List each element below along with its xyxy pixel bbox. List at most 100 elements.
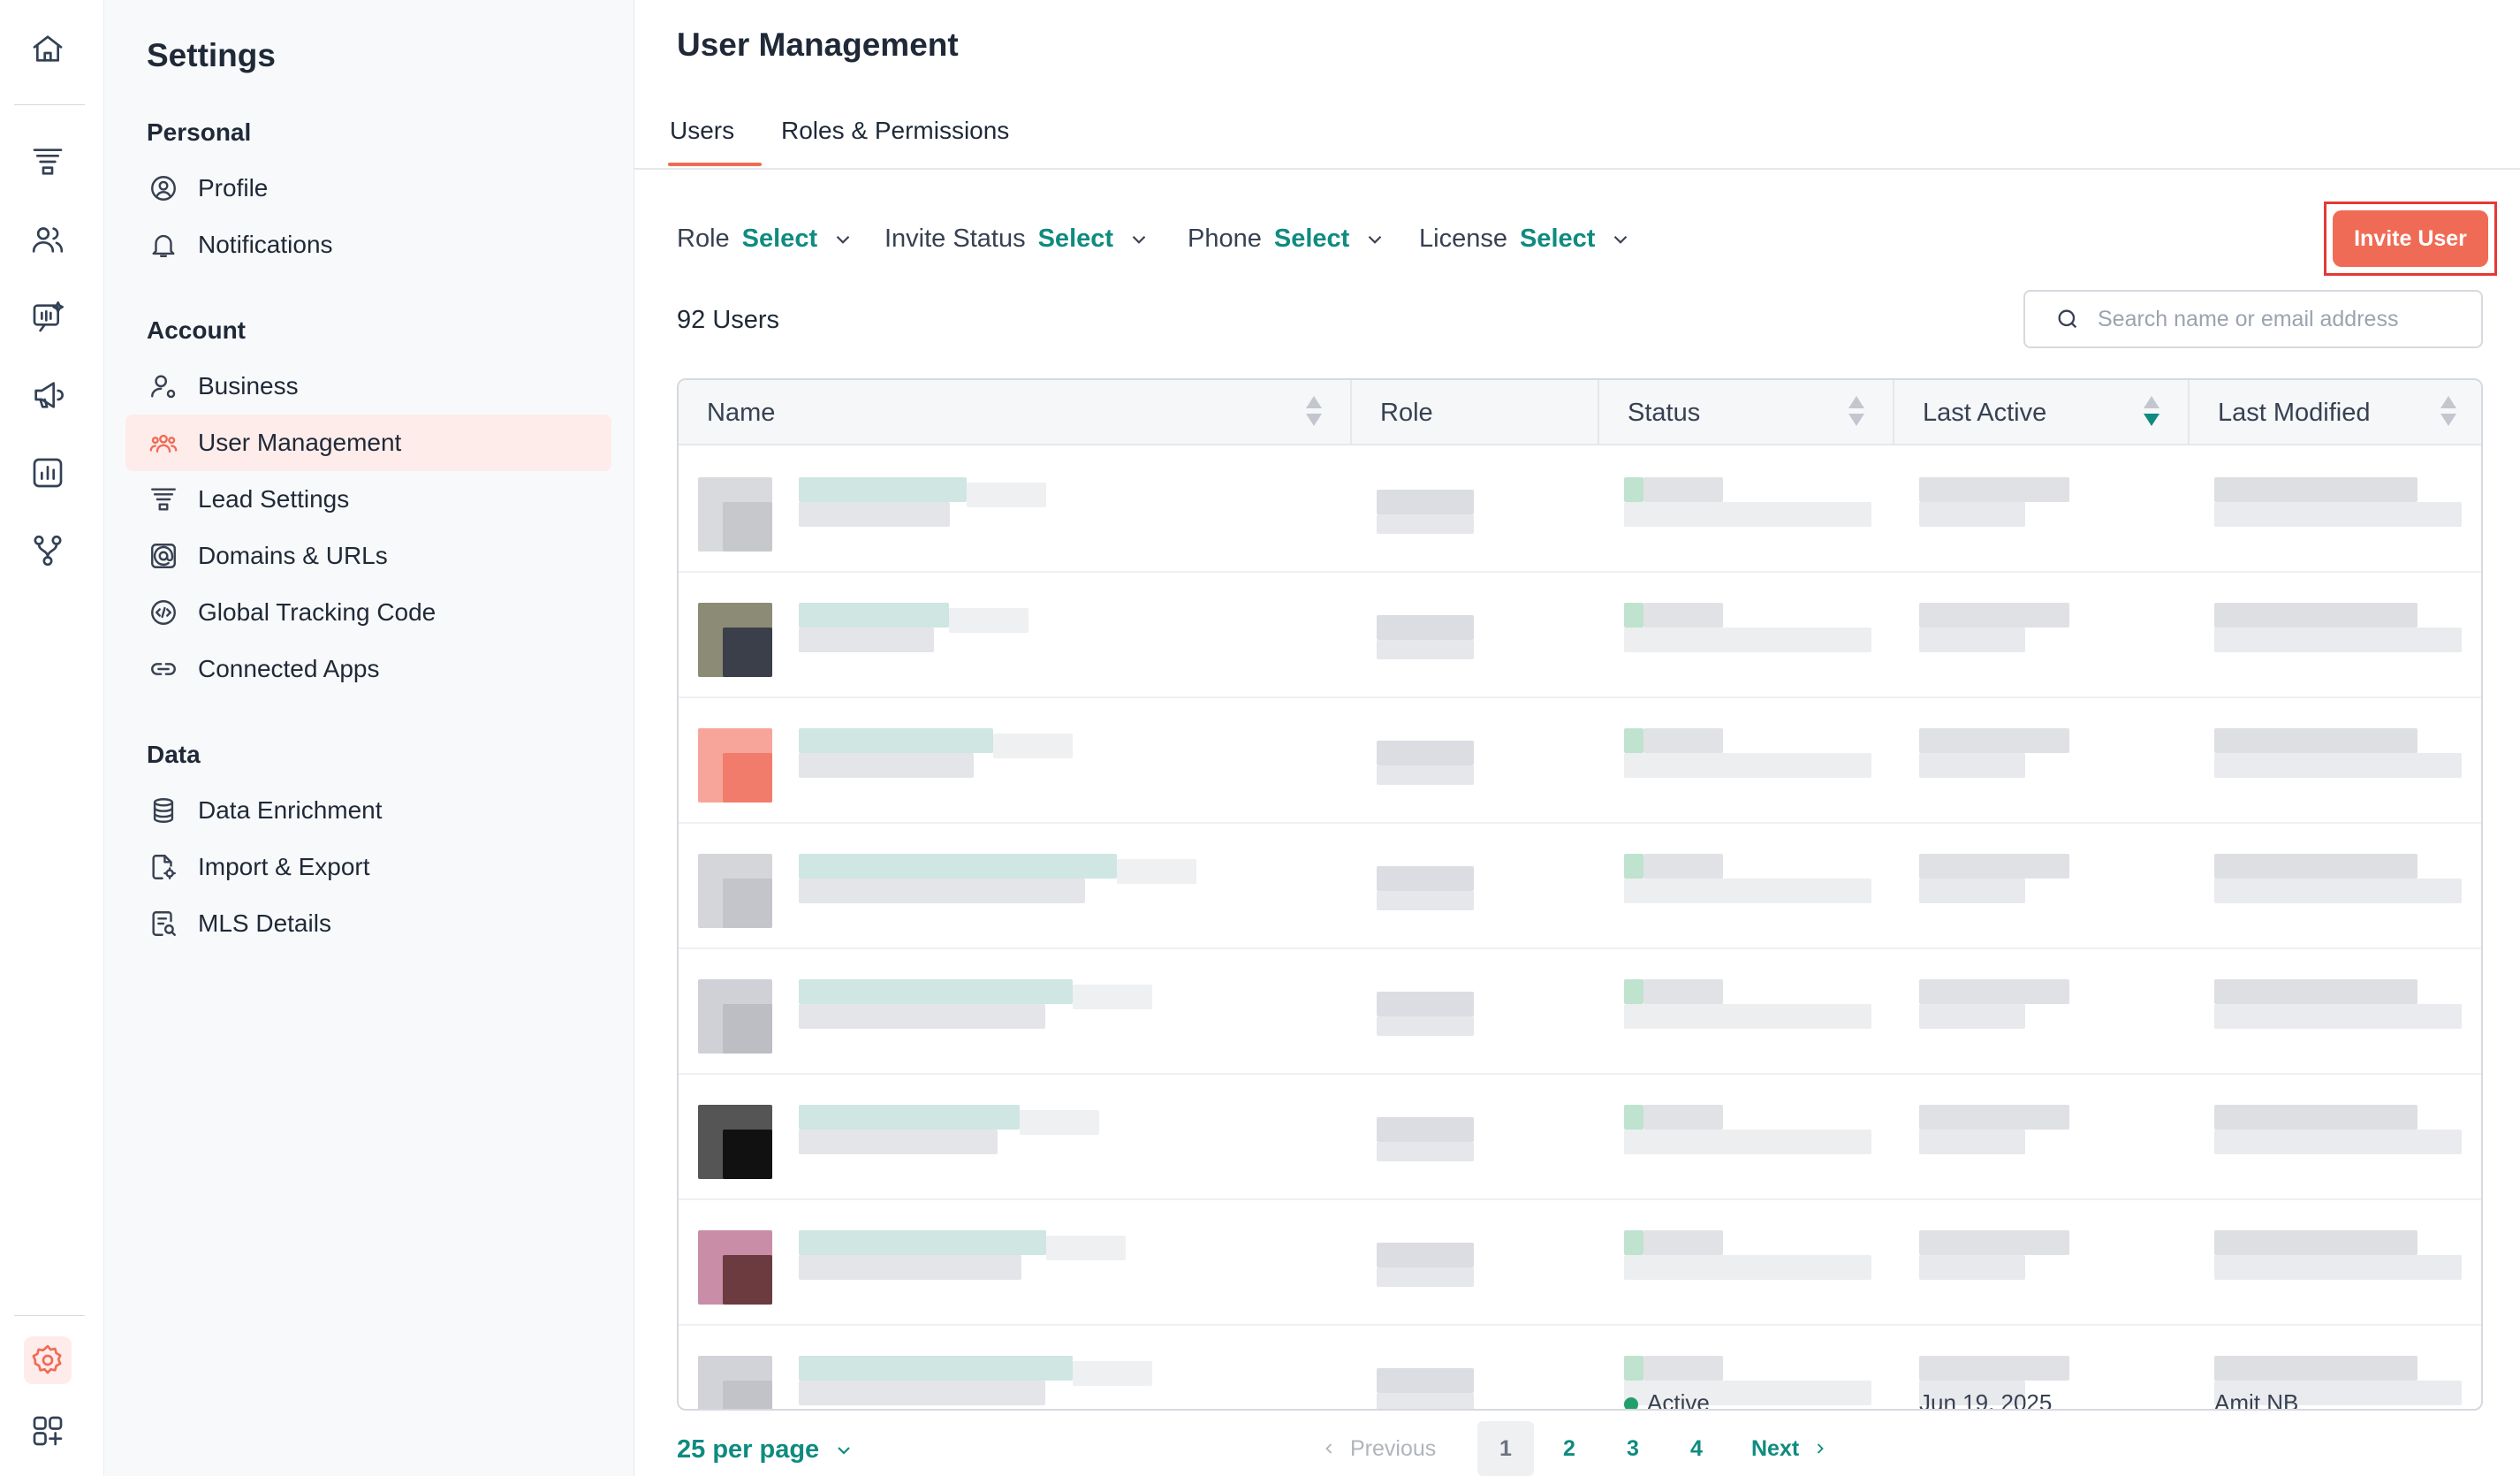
partial-last-active: Jun 19, 2025 (1919, 1389, 2053, 1411)
apps-icon[interactable] (24, 1407, 72, 1455)
role-redacted (1377, 741, 1474, 765)
search-box[interactable] (2023, 290, 2483, 348)
next-label: Next (1751, 1435, 1800, 1461)
table-row[interactable] (679, 1326, 2481, 1409)
section-label-account: Account (147, 316, 246, 344)
page-2-button[interactable]: 2 (1563, 1435, 1575, 1461)
sidebar-item-profile[interactable]: Profile (125, 160, 611, 217)
table-header: Name Role Status Last Active Last Modifi… (679, 380, 2481, 445)
user-name-redacted (799, 854, 1117, 879)
sidebar-item-notifications[interactable]: Notifications (125, 217, 611, 273)
link-icon (151, 663, 176, 675)
tab-roles-permissions[interactable]: Roles & Permissions (781, 117, 1010, 144)
user-name-redacted (799, 477, 967, 502)
sidebar-item-business[interactable]: Business (125, 358, 611, 415)
last-modified-redacted (2214, 854, 2418, 879)
filter-invite-status[interactable]: Invite Status Select (884, 224, 1150, 254)
invite-button-highlight (2324, 202, 2497, 276)
section-label-data: Data (147, 741, 201, 768)
table-row[interactable] (679, 1075, 2481, 1200)
settings-icon[interactable] (24, 1336, 72, 1384)
column-header-name[interactable]: Name (679, 380, 1350, 445)
next-page-button[interactable]: Next (1751, 1421, 1829, 1476)
table-row[interactable] (679, 573, 2481, 698)
workflow-icon[interactable] (24, 527, 72, 574)
rail-divider (14, 104, 85, 105)
filter-label: Invite Status (884, 224, 1026, 253)
invite-user-button[interactable]: Invite User (2333, 210, 2488, 267)
role-redacted (1377, 866, 1474, 891)
last-active-redacted (1919, 603, 2069, 628)
sidebar-item-global-tracking-code[interactable]: Global Tracking Code (125, 584, 611, 641)
chevron-down-icon (836, 235, 850, 244)
megaphone-icon[interactable] (24, 371, 72, 419)
chart-icon[interactable] (24, 449, 72, 497)
code-icon (151, 600, 176, 625)
sort-icon[interactable] (2440, 396, 2456, 430)
table-row[interactable] (679, 1200, 2481, 1326)
filter-label: License (1419, 224, 1507, 253)
role-redacted (1377, 992, 1474, 1016)
search-input[interactable] (2098, 306, 2469, 332)
sidebar-item-connected-apps[interactable]: Connected Apps (125, 641, 611, 697)
filter-value: Select (1037, 224, 1114, 253)
role-redacted (1377, 615, 1474, 640)
column-header-role: Role (1350, 380, 1598, 445)
filter-license[interactable]: License Select (1419, 224, 1632, 254)
tab-bar: Users Roles & Permissions (634, 106, 2520, 170)
last-active-redacted (1919, 477, 2069, 502)
sidebar-item-data-enrichment[interactable]: Data Enrichment (125, 782, 611, 839)
sidebar-item-label: Global Tracking Code (198, 598, 436, 626)
sort-desc-icon[interactable] (2144, 396, 2159, 430)
column-header-label: Last Active (1923, 398, 2047, 427)
column-header-last-active[interactable]: Last Active (1893, 380, 2188, 445)
last-modified-redacted (2214, 477, 2418, 502)
sidebar-item-lead-settings[interactable]: Lead Settings (125, 471, 611, 528)
last-active-redacted (1919, 854, 2069, 879)
sidebar-item-domains-urls[interactable]: Domains & URLs (125, 528, 611, 584)
filter-role[interactable]: Role Select (677, 224, 854, 254)
column-header-label: Last Modified (2218, 398, 2371, 427)
tab-users[interactable]: Users (670, 117, 735, 144)
table-row[interactable] (679, 824, 2481, 949)
sidebar-item-user-management[interactable]: User Management (125, 415, 611, 471)
page-1-button[interactable]: 1 (1477, 1421, 1534, 1476)
table-row[interactable] (679, 447, 2481, 573)
table-row[interactable] (679, 698, 2481, 824)
chevron-down-icon (838, 1446, 850, 1455)
chevron-down-icon (1132, 235, 1146, 244)
chat-icon[interactable] (24, 293, 72, 341)
at-sign-icon (151, 544, 176, 568)
sidebar-item-label: Lead Settings (198, 485, 350, 513)
table-row[interactable] (679, 949, 2481, 1075)
last-active-redacted (1919, 979, 2069, 1004)
funnel-icon[interactable] (24, 138, 72, 186)
sidebar-title: Settings (147, 37, 276, 73)
page-3-button[interactable]: 3 (1627, 1435, 1639, 1461)
active-tab-indicator (668, 163, 762, 166)
sidebar-item-label: Connected Apps (198, 655, 380, 682)
previous-page-button[interactable]: Previous (1320, 1421, 1436, 1476)
filter-value: Select (1519, 224, 1596, 253)
users-icon[interactable] (24, 216, 72, 263)
filter-phone[interactable]: Phone Select (1188, 224, 1386, 254)
page-4-button[interactable]: 4 (1690, 1435, 1703, 1461)
per-page-select[interactable]: 25 per page (677, 1435, 854, 1465)
sidebar-item-mls-details[interactable]: MLS Details (125, 895, 611, 952)
sidebar-item-import-export[interactable]: Import & Export (125, 839, 611, 895)
column-header-last-modified[interactable]: Last Modified (2188, 380, 2481, 445)
sort-icon[interactable] (1306, 396, 1322, 430)
last-modified-redacted (2214, 1356, 2418, 1381)
home-icon[interactable] (24, 25, 72, 72)
last-active-redacted (1919, 1230, 2069, 1255)
sidebar-item-label: Profile (198, 174, 269, 202)
role-redacted (1377, 1243, 1474, 1267)
users-count: 92 Users (677, 306, 780, 334)
column-header-status[interactable]: Status (1598, 380, 1893, 445)
sort-icon[interactable] (1848, 396, 1864, 430)
settings-sidebar: Settings Personal Profile Notifications … (104, 0, 634, 1476)
user-gear-icon (151, 375, 176, 399)
partial-status: Active (1624, 1389, 1710, 1409)
database-icon (153, 798, 174, 823)
sidebar-item-label: MLS Details (198, 909, 331, 937)
